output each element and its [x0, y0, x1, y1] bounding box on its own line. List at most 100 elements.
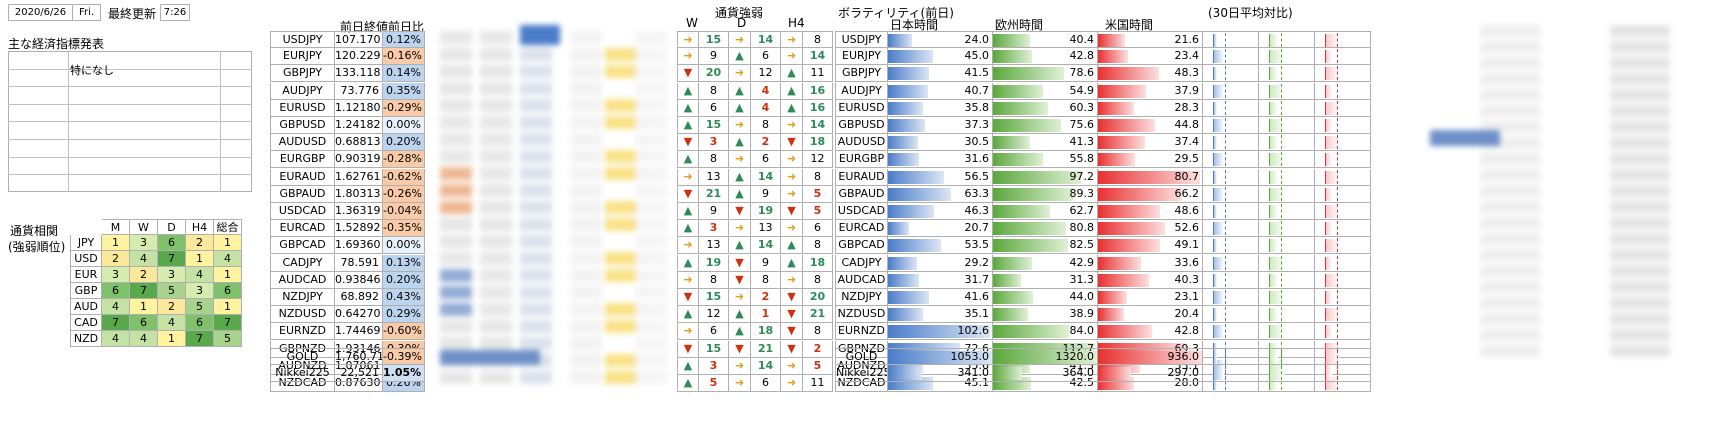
vol-compare-bar — [1269, 308, 1278, 322]
ccy-strength-value: 20 — [699, 65, 729, 83]
vol-compare-bar — [1269, 273, 1278, 287]
vol-pair: GBPAUD — [835, 185, 888, 203]
ccy-strength-value: 16 — [803, 99, 833, 117]
vol-compare-cell — [1203, 117, 1259, 134]
vol-bar-cell: 33.6 — [1098, 254, 1203, 272]
vol-pair: EURUSD — [835, 99, 888, 117]
vol-bar — [1098, 325, 1153, 339]
vol-bar-cell: 40.7 — [888, 82, 993, 100]
blur-cell — [440, 218, 472, 231]
vol-compare-cell — [1259, 99, 1315, 117]
vol-avg-marker — [1281, 83, 1282, 98]
vol-bar-cell: 42.8 — [1098, 323, 1203, 341]
vol-avg-marker — [1281, 358, 1282, 373]
price-pair: EURJPY — [270, 48, 335, 66]
arrow-up-icon: ▲ — [677, 357, 699, 375]
arrow-up-icon: ▲ — [729, 323, 751, 341]
vol-compare-bar — [1325, 291, 1332, 304]
vol-compare-bar — [1213, 342, 1217, 356]
arrow-up-icon: ▲ — [729, 237, 751, 255]
vol-bar-cell: 49.1 — [1098, 237, 1203, 255]
arrow-right-icon: ➜ — [729, 151, 751, 169]
price-change: -0.29% — [383, 99, 425, 117]
vol-bar-cell: 23.1 — [1098, 289, 1203, 306]
blur-cell — [440, 269, 472, 282]
vol-compare-cell — [1203, 254, 1259, 272]
price-pair: AUDUSD — [270, 134, 335, 152]
vol-value: 21.6 — [1174, 33, 1200, 46]
ccy-strength-value: 14 — [751, 357, 781, 375]
vol-compare-cell — [1259, 168, 1315, 186]
vol-compare-cell — [1315, 151, 1371, 169]
arrow-right-icon: ➜ — [729, 375, 751, 392]
vol-bar-cell: 29.2 — [888, 254, 993, 272]
arrow-right-icon: ➜ — [781, 168, 803, 186]
vol-value: 23.1 — [1174, 290, 1200, 303]
arrow-up-icon: ▲ — [781, 65, 803, 83]
events-row-line — [8, 86, 252, 88]
vol-compare-cell — [1203, 271, 1259, 289]
vol-compare-bar — [1325, 34, 1339, 47]
blur-cell — [570, 150, 602, 163]
vol-compare-cell — [1315, 365, 1371, 383]
vol-avg-marker — [1225, 350, 1226, 364]
vol-value: 42.8 — [1069, 49, 1095, 63]
arrow-right-icon: ➜ — [781, 271, 803, 289]
arrow-right-icon: ➜ — [781, 151, 803, 169]
strength-rank-cell: 2 — [158, 299, 186, 315]
vol-value: 28.3 — [1174, 100, 1200, 114]
vol-bar-cell: 28.3 — [1098, 99, 1203, 117]
vol-avg-marker — [1337, 238, 1338, 253]
strength-title: 通貨相関 — [10, 224, 59, 238]
vol-compare-cell — [1203, 48, 1259, 66]
blur-cell — [605, 65, 637, 78]
vol-compare-cell — [1203, 134, 1259, 152]
volatility-title: ボラティリティ(前日) — [838, 6, 954, 20]
vol-bar — [888, 377, 933, 390]
vol-bar — [888, 50, 933, 64]
price-close: 0.68813 — [335, 134, 383, 152]
blur-cell — [520, 303, 552, 316]
vol-bar-cell: 46.3 — [888, 203, 993, 220]
vol-pair: GOLD — [835, 348, 888, 365]
blur-cell — [635, 320, 667, 333]
vol-value: 80.7 — [1174, 169, 1200, 183]
ccy-strength-value: 13 — [699, 237, 729, 255]
vol-bar-cell: 45.1 — [888, 375, 993, 392]
vol-bar — [1098, 153, 1136, 167]
vol-value: 30.5 — [964, 135, 990, 149]
vol-compare-cell — [1315, 65, 1371, 83]
vol-avg-marker — [1337, 100, 1338, 115]
vol-bar-cell: 341.0 — [888, 365, 993, 383]
price-pair: EURCAD — [270, 220, 335, 238]
blur-cell — [1480, 201, 1540, 213]
vol-bar — [993, 256, 1032, 270]
vol-bar — [888, 170, 944, 184]
ccy-strength-value: 8 — [751, 271, 781, 289]
blur-cell — [570, 371, 602, 384]
vol-compare-cell — [1203, 237, 1259, 255]
blur-cell — [1610, 185, 1670, 197]
vol-compare-cell — [1259, 348, 1315, 365]
vol-compare-cell — [1259, 203, 1315, 220]
vol-pair: Nikkei225 — [835, 365, 888, 383]
vol-bar-cell: 20.7 — [888, 220, 993, 238]
ccy-strength-value: 6 — [803, 220, 833, 238]
ccy-strength-value: 8 — [699, 271, 729, 289]
vol-value: 45.1 — [964, 376, 990, 389]
blur-cell — [1480, 297, 1540, 309]
strength-rank-cell: 7 — [158, 251, 186, 267]
vol-compare-cell — [1203, 168, 1259, 186]
price-pair: EURUSD — [270, 99, 335, 117]
vol-bar — [1098, 136, 1146, 150]
arrow-down-icon: ▼ — [677, 289, 699, 306]
price-change: 1.05% — [383, 365, 425, 383]
ccy-strength-value: 21 — [699, 185, 729, 203]
vol-avg-marker — [1337, 135, 1338, 150]
strength-rank-cell: 6 — [158, 235, 186, 251]
blur-cell — [635, 65, 667, 78]
vol-value: 41.6 — [964, 290, 990, 303]
vol-value: 936.0 — [1167, 350, 1200, 363]
blur-cell — [605, 116, 637, 129]
price-change: -0.04% — [383, 203, 425, 220]
